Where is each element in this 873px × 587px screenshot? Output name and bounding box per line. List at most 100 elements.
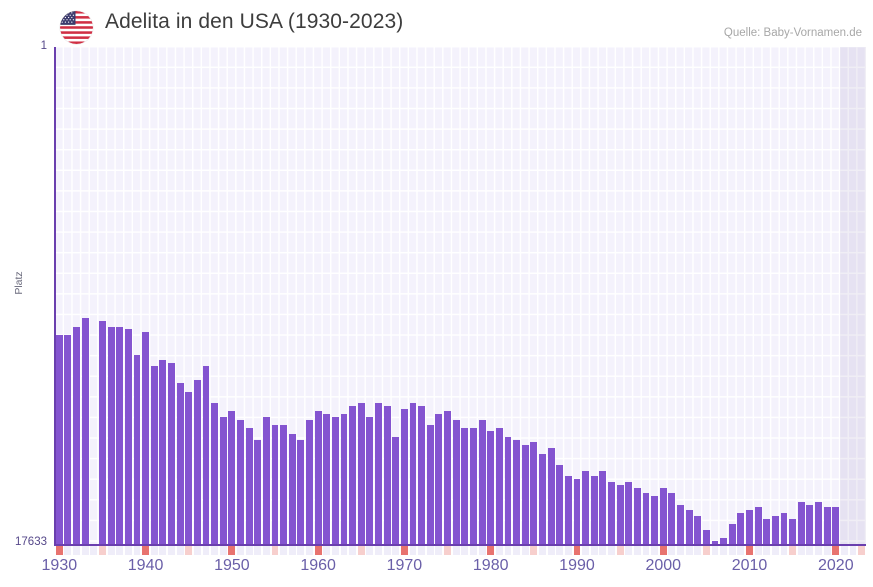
- marker-cell: [185, 546, 193, 555]
- marker-cell: [254, 546, 262, 555]
- marker-cell: [487, 546, 495, 555]
- bar: [418, 405, 426, 545]
- bar: [823, 507, 831, 545]
- marker-cell: [849, 546, 857, 555]
- bar: [435, 414, 443, 545]
- bar-series: [55, 47, 866, 545]
- marker-cell: [90, 546, 98, 555]
- marker-cell: [469, 546, 477, 555]
- bar: [728, 524, 736, 545]
- x-axis-tick-1930: 1930: [41, 557, 78, 574]
- marker-cell: [668, 546, 676, 555]
- marker-cell: [651, 546, 659, 555]
- marker-cell: [771, 546, 779, 555]
- marker-cell: [99, 546, 106, 555]
- bar: [133, 354, 141, 545]
- bar: [608, 481, 615, 545]
- bar: [288, 433, 296, 545]
- x-axis-tick-2020: 2020: [818, 557, 854, 574]
- marker-cell: [625, 546, 633, 555]
- x-axis-tick-2010: 2010: [731, 557, 768, 574]
- marker-cell: [746, 546, 753, 555]
- x-axis-tick-1940: 1940: [127, 557, 164, 574]
- marker-cell: [452, 546, 460, 555]
- marker-cell: [556, 546, 564, 555]
- marker-cell: [608, 546, 615, 555]
- bar: [254, 439, 262, 545]
- bar: [81, 318, 89, 545]
- bar: [340, 414, 348, 545]
- marker-cell: [685, 546, 693, 555]
- marker-cell: [633, 546, 641, 555]
- bar: [530, 442, 538, 545]
- marker-cell: [245, 546, 253, 555]
- marker-cell: [642, 546, 650, 555]
- bar: [832, 507, 840, 545]
- marker-cell: [737, 546, 745, 555]
- bar: [685, 510, 693, 545]
- bar: [633, 487, 641, 545]
- marker-cell: [504, 546, 512, 555]
- bar: [107, 326, 115, 545]
- bar: [349, 405, 357, 545]
- marker-cell: [366, 546, 374, 555]
- marker-cell: [400, 546, 408, 555]
- marker-cell: [323, 546, 331, 555]
- bar: [116, 326, 124, 545]
- marker-cell: [547, 546, 555, 555]
- bar: [616, 484, 624, 545]
- bar: [573, 479, 581, 545]
- bar: [202, 366, 210, 545]
- bar: [366, 416, 374, 545]
- bar: [659, 487, 667, 545]
- marker-cell: [815, 546, 822, 555]
- marker-cell: [237, 546, 244, 555]
- marker-cell: [306, 546, 313, 555]
- x-axis-tick-1990: 1990: [559, 557, 595, 574]
- bar: [625, 481, 633, 545]
- marker-cell: [582, 546, 590, 555]
- bar: [193, 380, 201, 545]
- bar: [771, 515, 779, 545]
- marker-cell: [840, 546, 848, 555]
- marker-cell: [297, 546, 305, 555]
- bar: [444, 411, 451, 545]
- bar: [487, 431, 495, 545]
- bar: [409, 402, 417, 545]
- bar: [73, 326, 80, 545]
- x-axis-line: [54, 544, 866, 546]
- marker-cell: [159, 546, 167, 555]
- marker-cell: [513, 546, 521, 555]
- marker-cell: [426, 546, 434, 555]
- y-axis-group: 1 17633: [0, 0, 52, 587]
- bar: [262, 416, 270, 545]
- marker-cell: [599, 546, 607, 555]
- bar: [806, 504, 814, 545]
- bar: [245, 428, 253, 545]
- marker-cell: [340, 546, 348, 555]
- marker-cell: [728, 546, 736, 555]
- x-axis-tick-1950: 1950: [214, 557, 250, 574]
- plot-area: [55, 47, 866, 545]
- marker-cell: [219, 546, 227, 555]
- marker-cell: [142, 546, 150, 555]
- bar: [737, 513, 745, 545]
- bar: [478, 419, 486, 545]
- marker-cell: [806, 546, 814, 555]
- bar: [564, 476, 572, 545]
- bar: [168, 363, 175, 545]
- bar: [159, 360, 167, 545]
- y-axis-tick-top: 1: [40, 40, 47, 52]
- x-axis-tick-labels: 1930 1940 1950 1960 1970 1980 1990 2000 2010 2020: [0, 557, 873, 585]
- bar: [521, 445, 529, 545]
- marker-cell: [435, 546, 443, 555]
- marker-cell: [64, 546, 72, 555]
- x-axis-tick-1980: 1980: [472, 557, 509, 574]
- bar: [211, 402, 219, 545]
- marker-cell: [288, 546, 296, 555]
- bar: [702, 529, 710, 545]
- marker-cell: [409, 546, 417, 555]
- marker-cell: [702, 546, 710, 555]
- marker-cell: [461, 546, 469, 555]
